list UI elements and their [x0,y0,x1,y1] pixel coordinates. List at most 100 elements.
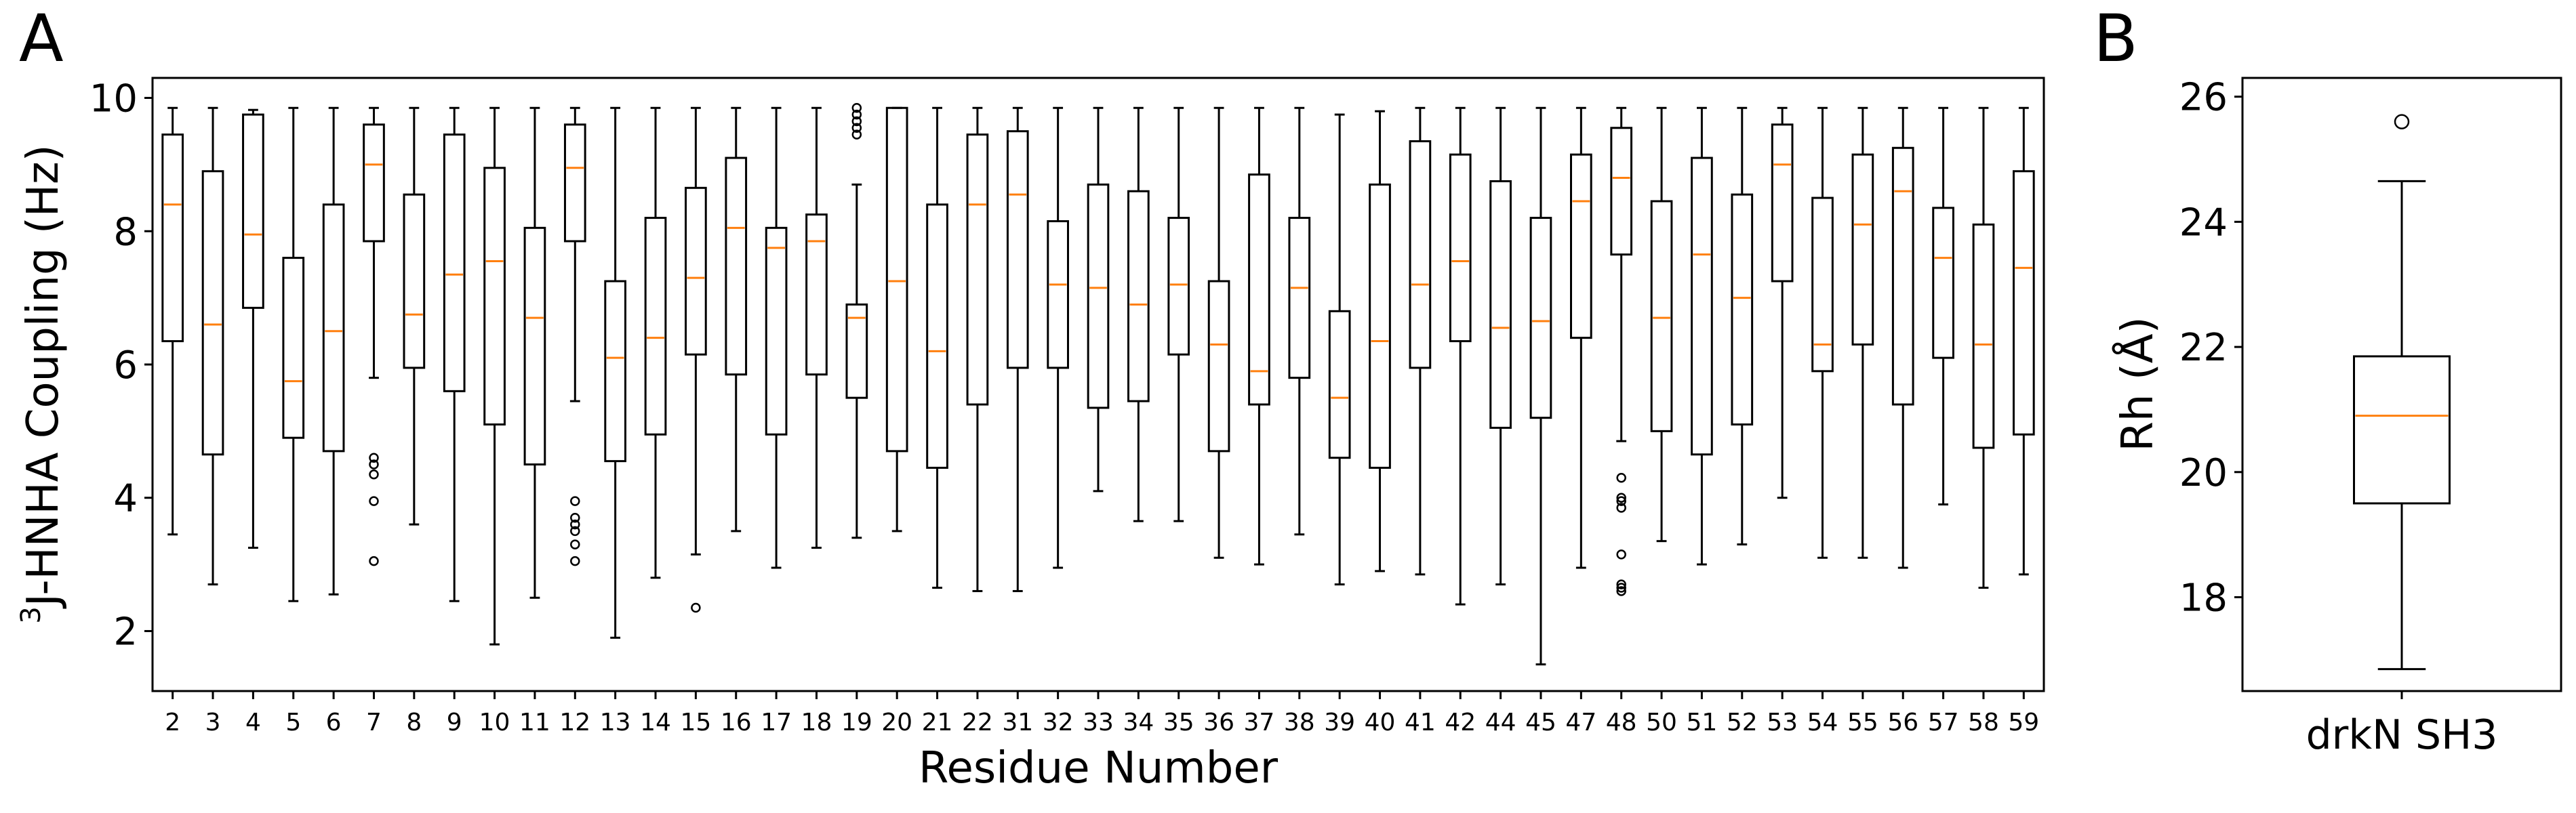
iqr-box [725,157,748,376]
x-tick-label: 40 [1365,709,1396,736]
outlier-point [1616,579,1626,589]
iqr-box [1369,183,1391,469]
box-35 [1167,106,1190,522]
iqr-box [1650,200,1673,432]
x-tick-label: 44 [1485,709,1516,736]
panel-label-b: B [2093,1,2138,77]
x-tick-label: 52 [1727,709,1758,736]
x-tick-label: 55 [1847,709,1878,736]
box-33 [1087,106,1110,493]
outlier-point [570,496,580,506]
x-tick-label: 32 [1043,709,1074,736]
box-36 [1207,106,1230,559]
box-31 [1006,106,1029,592]
panel-a-x-axis: 2 3 4 5 6 7 8 9 10 11 12 13 14 15 16 17 18 19 20 21 22 31 32 33… [165,691,2039,736]
iqr-box [563,123,586,243]
outlier-point [570,519,580,530]
outlier-point [1616,493,1626,503]
iqr-box [1771,123,1794,283]
panel-b-y-axis: 18 20 22 24 26 [2179,76,2242,620]
x-tick-label: 35 [1163,709,1194,736]
box-12 [563,106,586,566]
x-tick-label: 42 [1445,709,1476,736]
outlier-point [369,470,379,480]
panel-label-a: A [19,1,64,77]
x-tick-label: 38 [1284,709,1315,736]
iqr-box [1932,207,1954,359]
box-45 [1529,106,1552,666]
x-tick-label: 9 [447,709,462,736]
x-tick-label: 41 [1405,709,1436,736]
x-tick-label: 7 [366,709,382,736]
x-tick-label: 39 [1324,709,1355,736]
iqr-box [1127,190,1150,402]
iqr-box [885,106,908,453]
x-tick-label: 34 [1123,709,1154,736]
iqr-box [604,280,627,463]
x-tick-label: 57 [1928,709,1959,736]
box-42 [1449,106,1472,606]
iqr-box [1972,223,1995,449]
outlier-point [570,539,580,549]
box-6 [322,106,345,596]
iqr-box [2012,170,2035,436]
outlier-point [851,123,862,133]
outlier-point [2394,114,2410,129]
iqr-box [805,213,828,376]
box-52 [1731,106,1754,546]
x-tick-label: 8 [406,709,422,736]
x-tick-label: 15 [680,709,711,736]
x-tick-label: 10 [479,709,510,736]
iqr-box [926,203,948,469]
box-32 [1047,106,1069,569]
x-tick-label: 4 [245,709,261,736]
outlier-point [570,526,580,537]
box-5 [282,106,305,602]
iqr-box [161,133,184,343]
x-tick-label: 3 [205,709,221,736]
outlier-point [369,453,379,463]
y-tick-label: 2 [113,610,138,654]
box-22 [966,106,989,592]
y-tick-label: 20 [2179,451,2228,495]
box-59 [2012,106,2035,576]
x-tick-label: 37 [1244,709,1275,736]
x-tick-label: 12 [559,709,590,736]
iqr-box [1248,173,1270,406]
x-tick-label: 14 [640,709,671,736]
y-tick-label: 18 [2179,576,2228,620]
x-tick-label: 20 [881,709,912,736]
iqr-box [1570,153,1592,339]
iqr-box [242,113,264,309]
panel-a-y-label-superscript: 3 [16,606,47,623]
box-53 [1771,106,1794,499]
panel-b-x-axis: drkN SH3 [2306,691,2497,759]
outlier-point [1616,583,1626,593]
iqr-box [765,226,788,436]
outlier-point [1616,549,1626,560]
x-tick-label: 21 [922,709,953,736]
iqr-box [1529,217,1552,419]
outlier-point [1616,586,1626,596]
outlier-point [369,459,379,470]
box-41 [1409,106,1432,576]
iqr-box [644,217,667,436]
y-tick-label: 22 [2179,326,2228,370]
panel-b-y-label: Rh (Å) [2112,316,2163,451]
x-tick-label: 50 [1646,709,1677,736]
box-16 [725,106,748,533]
box-54 [1811,106,1834,559]
box-40 [1369,110,1391,572]
x-tick-label: 45 [1525,709,1556,736]
iqr-box [1811,196,1834,373]
x-tick-label: 36 [1203,709,1234,736]
box-18 [805,106,828,549]
x-tick-label: 5 [285,709,301,736]
box-56 [1891,106,1914,569]
iqr-box [1610,127,1633,256]
iqr-box [1328,310,1351,459]
x-tick-label: 33 [1083,709,1114,736]
panel-b-frame [2241,77,2562,692]
y-tick-label: 4 [113,477,138,521]
